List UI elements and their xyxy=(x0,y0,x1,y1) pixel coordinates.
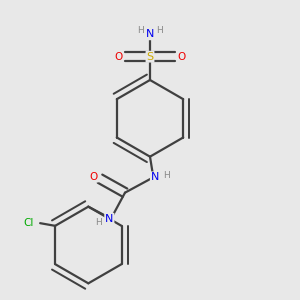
Text: N: N xyxy=(151,172,159,182)
Text: H: H xyxy=(163,171,170,180)
Text: N: N xyxy=(146,29,154,39)
Text: H: H xyxy=(156,26,163,35)
Text: S: S xyxy=(146,52,154,62)
Text: Cl: Cl xyxy=(23,218,34,228)
Text: H: H xyxy=(95,218,102,227)
Text: N: N xyxy=(105,214,113,224)
Text: O: O xyxy=(178,52,186,62)
Text: O: O xyxy=(114,52,122,62)
Text: H: H xyxy=(137,26,144,35)
Text: O: O xyxy=(90,172,98,182)
